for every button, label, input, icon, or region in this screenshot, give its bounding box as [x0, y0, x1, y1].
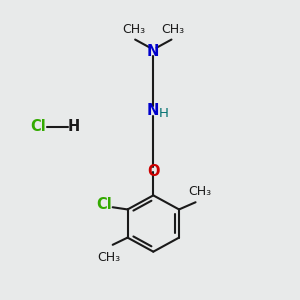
Text: N: N — [147, 103, 160, 118]
Text: CH₃: CH₃ — [122, 23, 145, 36]
Text: N: N — [147, 44, 160, 59]
Text: CH₃: CH₃ — [188, 185, 212, 198]
Text: CH₃: CH₃ — [97, 251, 120, 264]
Text: O: O — [147, 164, 160, 179]
Text: H: H — [159, 106, 169, 120]
Text: H: H — [68, 119, 80, 134]
Text: Cl: Cl — [30, 119, 46, 134]
Text: CH₃: CH₃ — [162, 23, 185, 36]
Text: Cl: Cl — [97, 197, 112, 212]
